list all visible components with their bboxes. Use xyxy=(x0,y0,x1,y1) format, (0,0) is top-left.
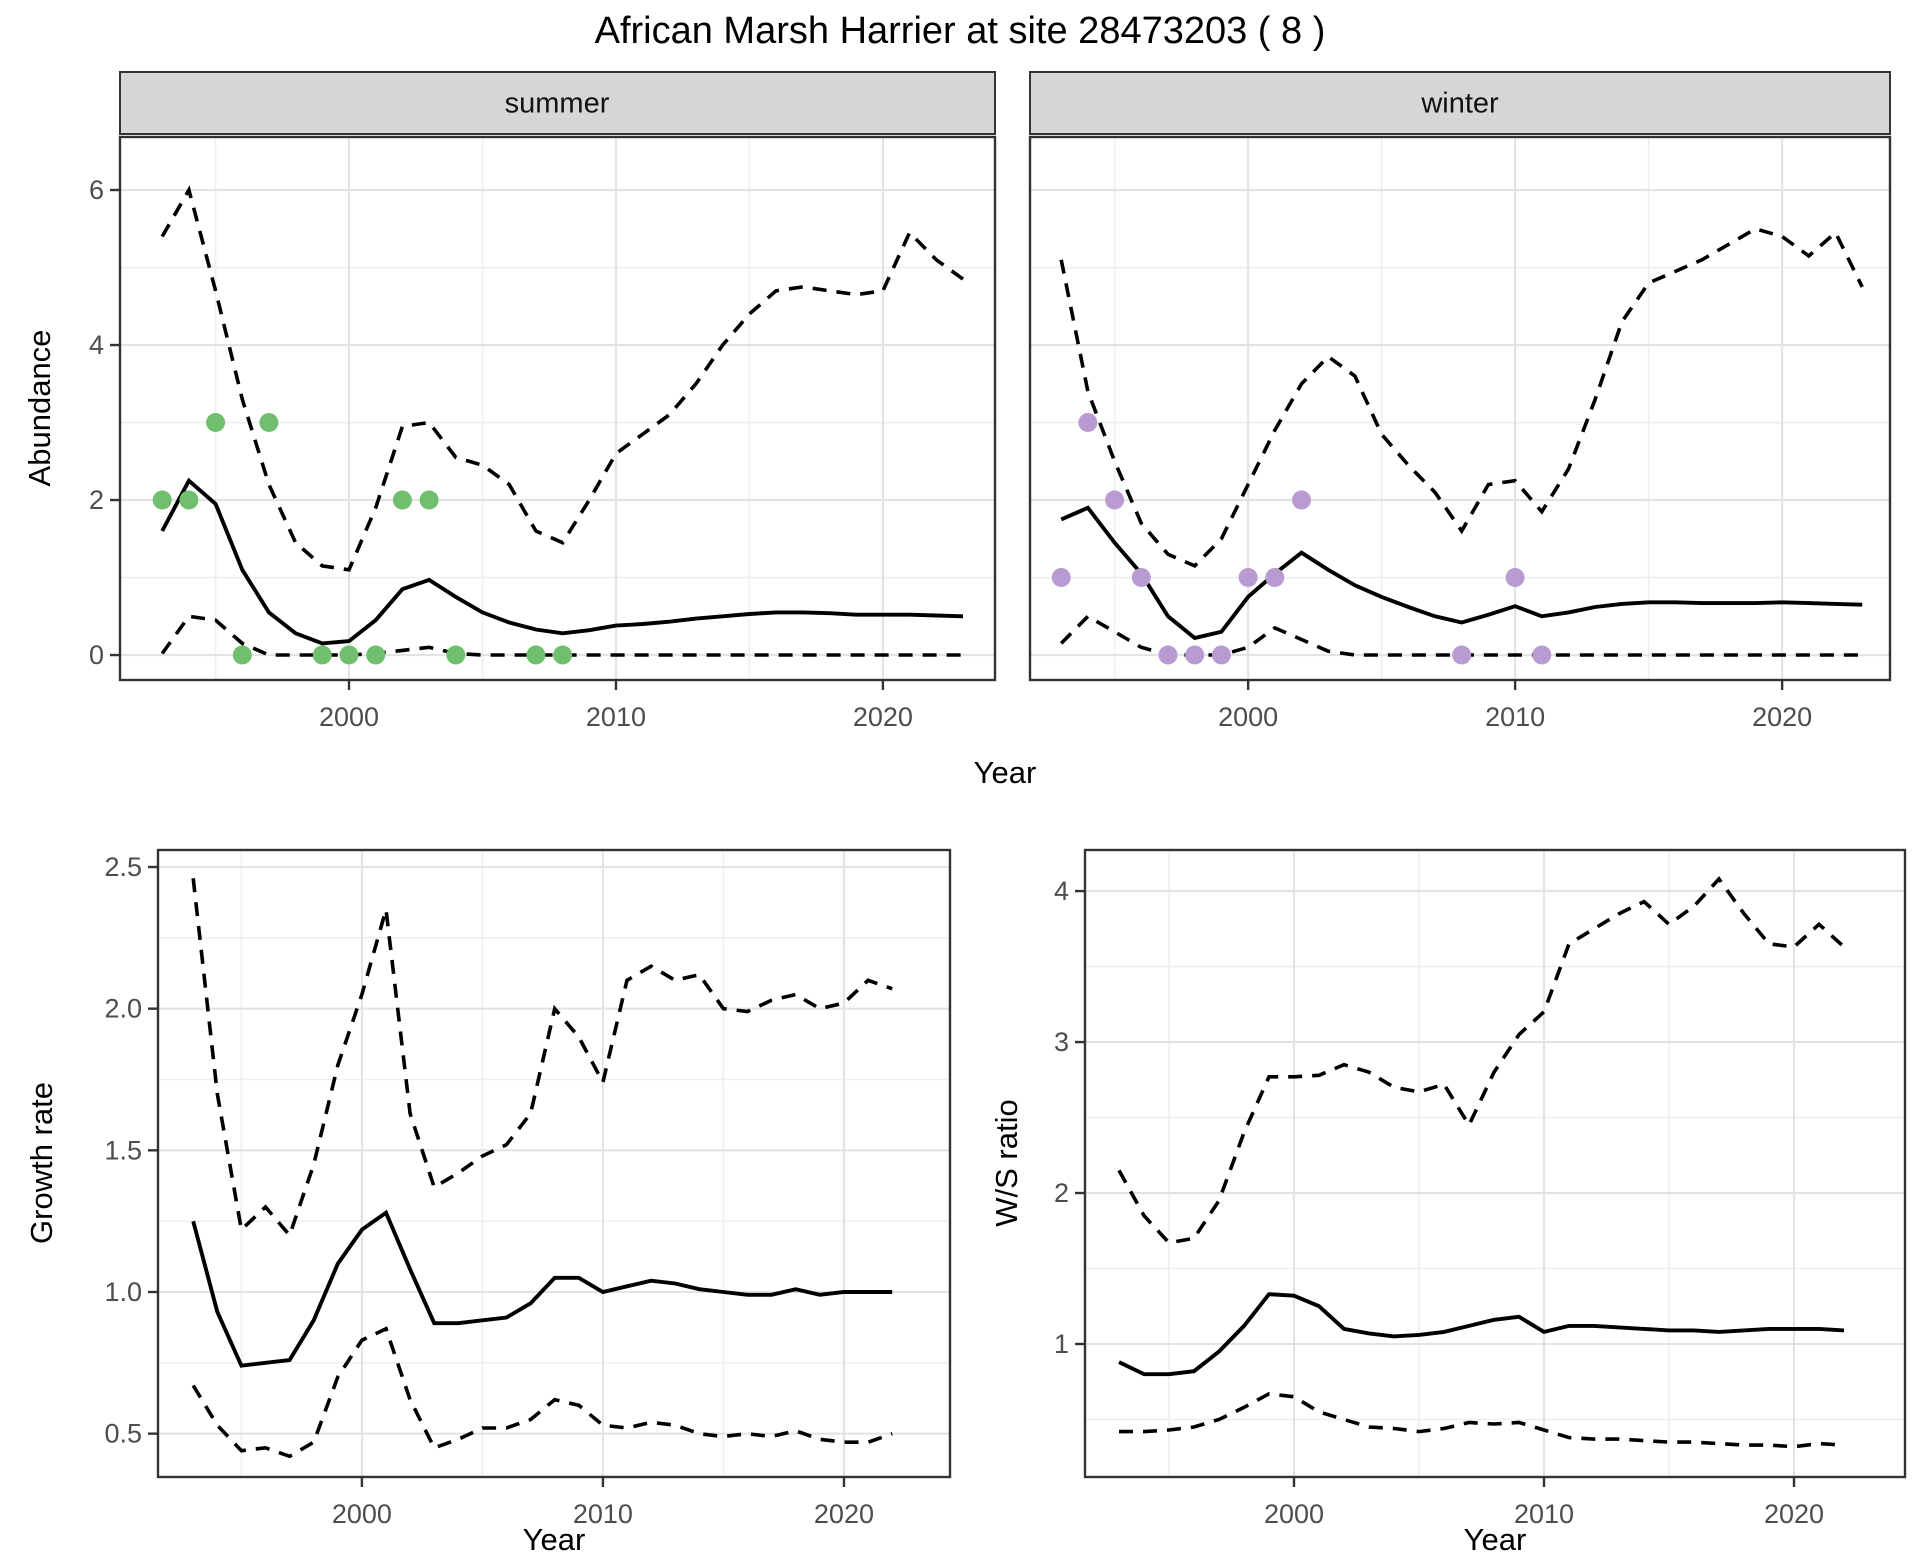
x-tick-label: 2010 xyxy=(1485,702,1545,732)
y-tick-label: 0 xyxy=(89,640,104,670)
x-tick-label: 2000 xyxy=(1218,702,1278,732)
x-tick-label: 2020 xyxy=(1764,1499,1824,1529)
y-tick-label: 6 xyxy=(89,175,104,205)
data-point-summer xyxy=(392,490,412,510)
page-title: African Marsh Harrier at site 28473203 (… xyxy=(594,10,1326,52)
ci-lower-line-ws xyxy=(1119,1391,1845,1449)
y-tick-label: 3 xyxy=(1054,1027,1069,1057)
x-tick-label: 2010 xyxy=(1514,1499,1574,1529)
panel-ws xyxy=(1085,850,1905,1477)
x-tick-label: 2000 xyxy=(1264,1499,1324,1529)
data-point-winter xyxy=(1158,645,1178,665)
fit-line-ws xyxy=(1118,1292,1845,1377)
ci-lower-line-growth xyxy=(191,1326,893,1459)
x-tick-label: 2000 xyxy=(332,1499,392,1529)
ci-upper-line-growth xyxy=(191,878,893,1239)
data-point-summer xyxy=(419,490,439,510)
data-point-summer xyxy=(152,490,172,510)
data-point-winter xyxy=(1238,568,1258,587)
data-point-winter xyxy=(1051,568,1071,587)
ci-upper-line-summer xyxy=(160,185,965,572)
panel-winter xyxy=(1030,137,1890,680)
facet-strip-winter xyxy=(1029,71,1891,135)
growth-rate-chart: 2000 2010 2020 0.5 1.0 1.5 2.0 2.5 xyxy=(104,848,952,1529)
x-tick-label: 2010 xyxy=(573,1499,633,1529)
abundance-chart: 2000 2010 2020 0 2 4 6 2000 2010 2020 xyxy=(89,71,1892,732)
x-tick-label: 2020 xyxy=(1752,702,1812,732)
data-point-summer xyxy=(553,645,573,665)
panel-border-summer xyxy=(118,135,997,682)
facet-strip-label-winter: winter xyxy=(1421,87,1499,120)
data-point-summer xyxy=(179,490,199,510)
data-point-winter xyxy=(1185,645,1205,665)
panel-border-ws xyxy=(1083,848,1907,1479)
x-tick-label: 2010 xyxy=(586,702,646,732)
y-tick-label: 2 xyxy=(89,485,104,515)
data-point-winter xyxy=(1265,568,1285,587)
data-point-summer xyxy=(526,645,546,665)
data-point-winter xyxy=(1131,568,1151,587)
facet-strip-label-summer: summer xyxy=(504,87,610,120)
data-point-summer xyxy=(232,645,252,665)
ci-upper-line-winter xyxy=(1059,226,1864,569)
y-tick-label: 4 xyxy=(89,330,104,360)
y-tick-label: 2.0 xyxy=(104,994,142,1024)
data-point-winter xyxy=(1105,490,1125,510)
abundance-axis-title: Abundance xyxy=(22,329,57,487)
fit-line-winter xyxy=(1060,505,1863,641)
ws-ratio-chart: 2000 2010 2020 1 2 3 4 xyxy=(1054,848,1907,1529)
ws-ratio-axis-title: W/S ratio xyxy=(989,1099,1024,1227)
fit-line-summer xyxy=(160,477,964,646)
x-tick-label: 2020 xyxy=(853,702,913,732)
y-tick-label: 1 xyxy=(1054,1329,1069,1359)
data-point-summer xyxy=(312,645,332,665)
data-point-summer xyxy=(446,645,466,665)
growth-year-axis-title: Year xyxy=(522,1522,586,1557)
y-tick-label: 2 xyxy=(1054,1178,1069,1208)
x-tick-label: 2000 xyxy=(319,702,379,732)
y-tick-label: 2.5 xyxy=(104,852,142,882)
y-tick-label: 1.0 xyxy=(104,1277,142,1307)
growth-rate-axis-title: Growth rate xyxy=(24,1082,59,1244)
panel-border-growth xyxy=(156,848,952,1479)
panel-growth xyxy=(158,850,950,1477)
data-point-winter xyxy=(1211,645,1231,665)
y-tick-label: 4 xyxy=(1054,876,1069,906)
y-tick-label: 1.5 xyxy=(104,1135,142,1165)
data-point-winter xyxy=(1078,413,1098,432)
ci-upper-line-ws xyxy=(1117,876,1846,1245)
ws-year-axis-title: Year xyxy=(1463,1522,1527,1557)
data-point-summer xyxy=(339,645,359,665)
data-point-winter xyxy=(1292,490,1311,510)
panel-summer xyxy=(120,137,995,680)
data-point-winter xyxy=(1505,568,1525,587)
panel-border-winter xyxy=(1028,135,1892,682)
facet-strip-summer xyxy=(119,71,996,135)
top-year-axis-title: Year xyxy=(973,755,1037,790)
data-point-summer xyxy=(366,645,386,665)
fit-line-growth xyxy=(191,1209,893,1368)
data-point-summer xyxy=(259,413,279,432)
data-point-summer xyxy=(206,413,226,432)
data-point-winter xyxy=(1452,645,1472,665)
y-tick-label: 0.5 xyxy=(104,1419,142,1449)
x-tick-label: 2020 xyxy=(814,1499,874,1529)
data-point-winter xyxy=(1532,645,1552,665)
